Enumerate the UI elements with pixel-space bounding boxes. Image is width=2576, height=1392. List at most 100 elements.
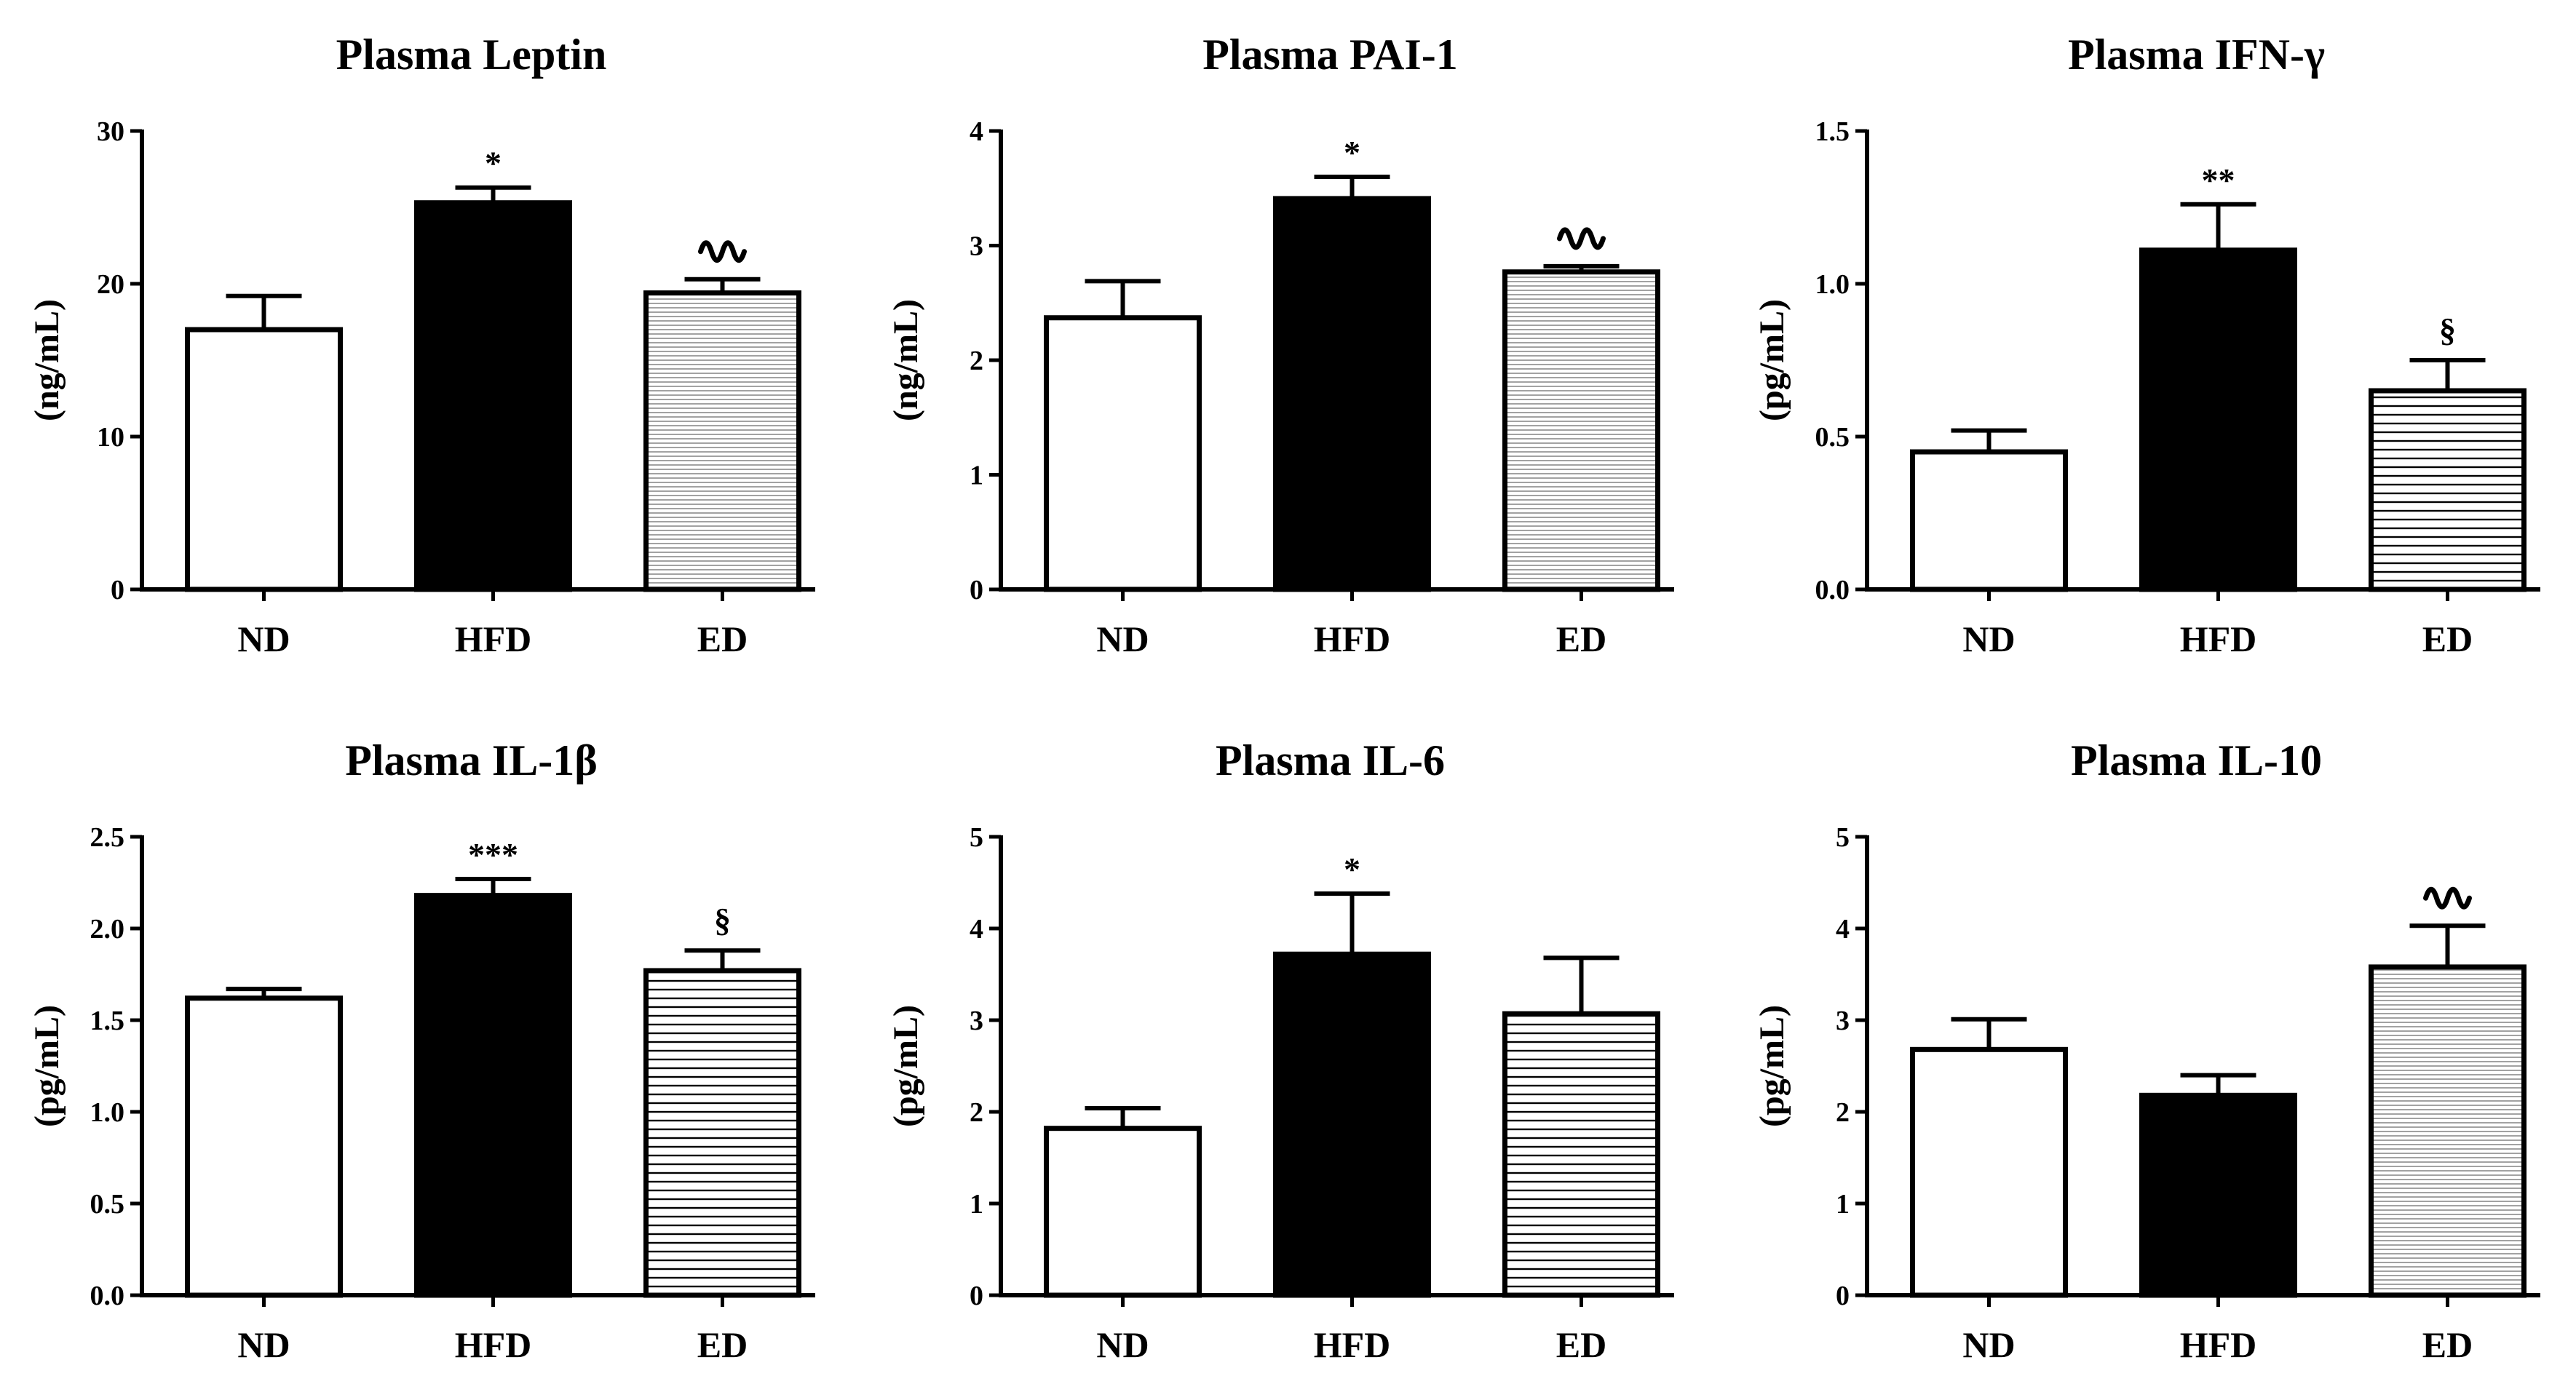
y-tick-label: 0.5 — [1815, 422, 1850, 453]
x-tick-label: ND — [1962, 1324, 2015, 1365]
chart-leptin: Plasma Leptin (ng/mL) 0 10 20 30 ND HFD * ED — [28, 31, 815, 659]
bar-nd — [1910, 1046, 2068, 1298]
significance-mark: * — [1344, 134, 1360, 171]
x-tick-label: ND — [1096, 1324, 1149, 1365]
chart-il10: Plasma IL-10 (pg/mL) 0 1 2 3 4 5 ND HFD ED — [1753, 736, 2540, 1365]
y-tick-label: 2 — [1836, 1097, 1850, 1128]
y-tick-label: 1 — [970, 461, 983, 491]
bar-ed — [643, 968, 801, 1298]
chart-title: Plasma Leptin — [336, 31, 607, 79]
y-tick-label: 0.5 — [90, 1189, 125, 1220]
bar-ed — [2369, 388, 2527, 592]
bar-hfd — [2139, 1092, 2297, 1298]
chart-title: Plasma IFN-γ — [2068, 31, 2325, 79]
significance-mark: ** — [2202, 162, 2235, 199]
bar-nd — [185, 327, 343, 592]
x-tick-label: HFD — [1314, 619, 1391, 659]
y-tick-label: 1.5 — [90, 1006, 125, 1036]
x-tick-label: ED — [1556, 619, 1606, 659]
x-tick-label: HFD — [2180, 619, 2257, 659]
bar-nd — [1044, 1126, 1202, 1298]
y-axis-label: (pg/mL) — [887, 1005, 925, 1127]
y-axis-label: (pg/mL) — [28, 1005, 66, 1127]
bar-nd — [185, 995, 343, 1298]
x-tick-label: ED — [697, 619, 748, 659]
chart-il1b: Plasma IL-1β (pg/mL) 0.0 0.5 1.0 1.5 2.0 2.5 ND H… — [28, 736, 815, 1365]
y-tick-label: 0.0 — [90, 1281, 125, 1311]
y-tick-label: 1.0 — [1815, 269, 1850, 300]
x-tick-label: ED — [2422, 1324, 2473, 1365]
x-tick-label: ED — [2422, 619, 2473, 659]
y-axis-label: (ng/mL) — [28, 299, 66, 421]
significance-mark — [1557, 227, 1606, 250]
chart-title: Plasma IL-10 — [2071, 736, 2322, 784]
bar-hfd — [2139, 247, 2297, 592]
y-tick-label: 2.5 — [90, 822, 125, 853]
chart-panel-ifn-gamma: Plasma IFN-γ (pg/mL) 0.0 0.5 1.0 1.5 ND HFD ** ED… — [1725, 0, 2569, 684]
chart-panel-il1b: Plasma IL-1β (pg/mL) 0.0 0.5 1.0 1.5 2.0 2.5 ND H… — [0, 706, 844, 1390]
chart-title: Plasma IL-1β — [345, 736, 598, 784]
y-tick-label: 1.0 — [90, 1097, 125, 1128]
x-tick-label: HFD — [455, 1324, 532, 1365]
significance-mark — [698, 240, 747, 263]
y-tick-label: 0 — [111, 575, 124, 605]
y-tick-label: 3 — [970, 1006, 983, 1036]
y-tick-label: 0 — [970, 575, 983, 605]
x-tick-label: HFD — [1314, 1324, 1391, 1365]
bar-ed — [1502, 1011, 1660, 1298]
x-tick-label: HFD — [455, 619, 532, 659]
chart-panel-leptin: Plasma Leptin (ng/mL) 0 10 20 30 ND HFD * ED — [0, 0, 844, 684]
y-tick-label: 10 — [97, 422, 124, 453]
chart-pai1: Plasma PAI-1 (ng/mL) 0 1 2 3 4 ND HFD * ED — [887, 31, 1674, 659]
y-tick-label: 5 — [970, 822, 983, 853]
y-tick-label: 4 — [970, 116, 983, 147]
y-tick-label: 4 — [1836, 914, 1850, 944]
significance-mark: * — [485, 145, 502, 182]
significance-mark — [2423, 886, 2472, 910]
y-tick-label: 2 — [970, 1097, 983, 1128]
chart-il6: Plasma IL-6 (pg/mL) 0 1 2 3 4 5 ND HFD * ED — [887, 736, 1674, 1365]
bar-ed — [643, 290, 801, 592]
bar-hfd — [1273, 196, 1431, 592]
chart-title: Plasma PAI-1 — [1202, 31, 1458, 79]
bar-hfd — [414, 200, 572, 592]
y-axis-label: (ng/mL) — [887, 299, 925, 421]
x-tick-label: ED — [697, 1324, 748, 1365]
chart-ifn-gamma: Plasma IFN-γ (pg/mL) 0.0 0.5 1.0 1.5 ND HFD ** ED… — [1753, 31, 2540, 659]
y-tick-label: 20 — [97, 269, 124, 300]
bar-nd — [1044, 315, 1202, 592]
y-tick-label: 30 — [97, 116, 124, 147]
significance-mark: § — [714, 902, 731, 939]
y-tick-label: 5 — [1836, 822, 1850, 853]
x-tick-label: ND — [237, 619, 290, 659]
bar-ed — [2369, 964, 2527, 1298]
y-tick-label: 4 — [970, 914, 983, 944]
y-tick-label: 2 — [970, 346, 983, 376]
chart-title: Plasma IL-6 — [1216, 736, 1445, 784]
y-tick-label: 1 — [1836, 1189, 1850, 1220]
x-tick-label: ND — [237, 1324, 290, 1365]
y-axis-label: (pg/mL) — [1753, 299, 1791, 421]
x-tick-label: ND — [1096, 619, 1149, 659]
bar-hfd — [1273, 951, 1431, 1298]
y-tick-label: 1.5 — [1815, 116, 1850, 147]
chart-panel-il10: Plasma IL-10 (pg/mL) 0 1 2 3 4 5 ND HFD ED — [1725, 706, 2569, 1390]
y-tick-label: 0 — [970, 1281, 983, 1311]
y-tick-label: 0.0 — [1815, 575, 1850, 605]
y-tick-label: 3 — [970, 231, 983, 262]
x-tick-label: ND — [1962, 619, 2015, 659]
bar-ed — [1502, 269, 1660, 592]
x-tick-label: ED — [1556, 1324, 1606, 1365]
bar-hfd — [414, 893, 572, 1298]
y-tick-label: 3 — [1836, 1006, 1850, 1036]
significance-mark: * — [1344, 851, 1360, 888]
y-tick-label: 1 — [970, 1189, 983, 1220]
chart-panel-il6: Plasma IL-6 (pg/mL) 0 1 2 3 4 5 ND HFD * ED — [859, 706, 1703, 1390]
x-tick-label: HFD — [2180, 1324, 2257, 1365]
chart-panel-pai1: Plasma PAI-1 (ng/mL) 0 1 2 3 4 ND HFD * ED — [859, 0, 1703, 684]
y-axis-label: (pg/mL) — [1753, 1005, 1791, 1127]
y-tick-label: 0 — [1836, 1281, 1850, 1311]
significance-mark: *** — [468, 836, 518, 873]
significance-mark: § — [2439, 311, 2456, 349]
bar-nd — [1910, 449, 2068, 592]
